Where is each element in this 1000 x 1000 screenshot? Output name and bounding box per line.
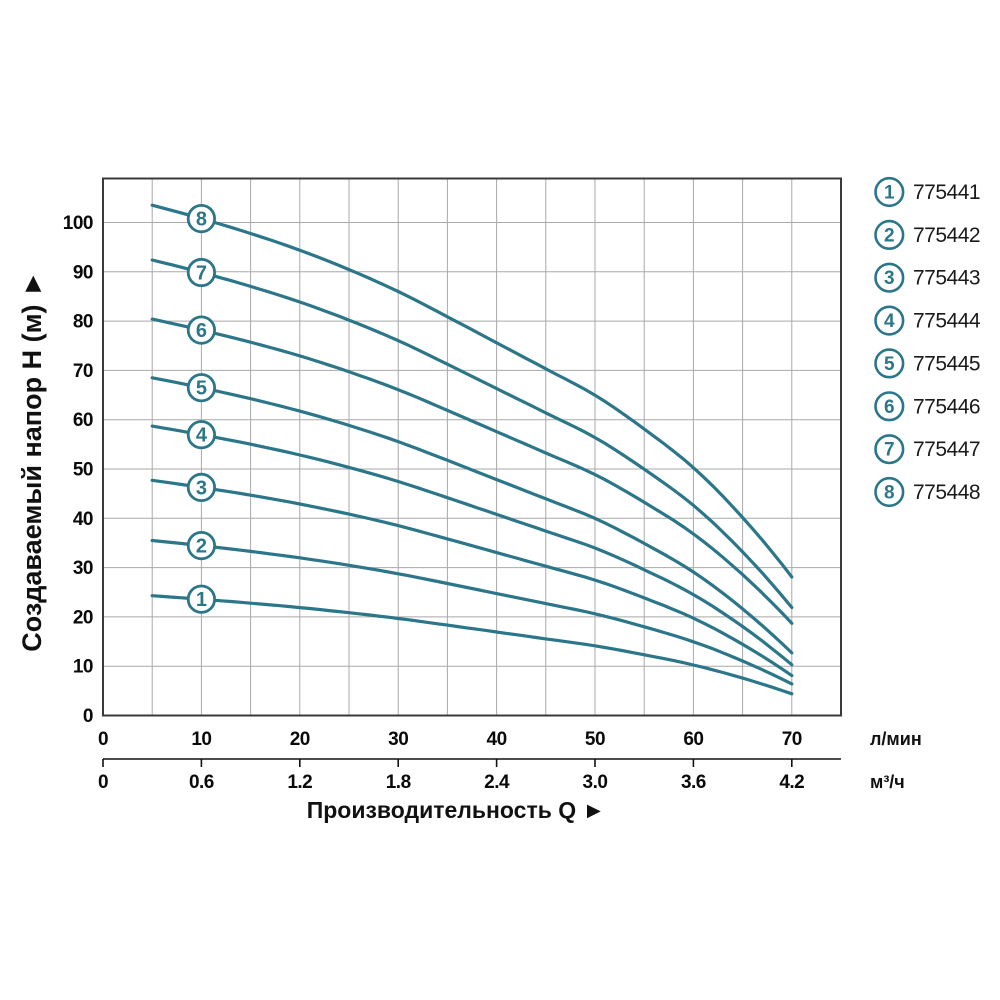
svg-text:3: 3 [196,477,207,499]
svg-text:6: 6 [884,397,895,418]
svg-text:60: 60 [683,729,703,750]
svg-text:30: 30 [388,729,408,750]
svg-text:0.6: 0.6 [189,772,214,793]
svg-text:7: 7 [884,440,895,461]
svg-text:4: 4 [196,425,208,447]
svg-text:20: 20 [290,729,310,750]
svg-text:м³/ч: м³/ч [870,772,905,792]
svg-text:4.2: 4.2 [779,772,804,793]
svg-text:100: 100 [63,213,93,234]
svg-text:3.0: 3.0 [583,772,608,793]
svg-text:90: 90 [73,262,93,283]
svg-text:775447: 775447 [913,438,980,461]
svg-text:Производительность Q ►: Производительность Q ► [307,797,606,823]
svg-text:Создаваемый напор H (м) ►: Создаваемый напор H (м) ► [17,270,47,652]
svg-text:60: 60 [73,410,93,431]
svg-text:10: 10 [73,657,93,678]
svg-text:2: 2 [884,225,895,246]
svg-text:1: 1 [196,589,207,611]
svg-text:775441: 775441 [913,181,980,204]
svg-text:70: 70 [73,361,93,382]
svg-text:775445: 775445 [913,352,980,375]
svg-text:775444: 775444 [913,310,981,333]
svg-text:1.8: 1.8 [386,772,411,793]
svg-text:3.6: 3.6 [681,772,706,793]
svg-text:775448: 775448 [913,481,980,504]
svg-text:0: 0 [98,729,108,750]
svg-text:7: 7 [196,263,207,285]
svg-text:0: 0 [98,772,108,793]
svg-text:775442: 775442 [913,224,980,247]
svg-text:2: 2 [196,536,207,558]
svg-text:50: 50 [73,460,93,481]
svg-text:0: 0 [83,706,93,727]
svg-text:70: 70 [782,729,802,750]
svg-text:л/мин: л/мин [870,729,922,749]
svg-text:8: 8 [196,209,207,231]
svg-text:1.2: 1.2 [287,772,312,793]
svg-text:40: 40 [487,729,507,750]
svg-text:4: 4 [884,311,895,332]
svg-text:40: 40 [73,509,93,530]
svg-text:775446: 775446 [913,395,980,418]
svg-text:5: 5 [196,378,207,400]
svg-text:10: 10 [191,729,211,750]
svg-text:20: 20 [73,607,93,628]
svg-text:1: 1 [884,183,895,204]
svg-text:80: 80 [73,312,93,333]
svg-text:8: 8 [884,483,895,504]
svg-text:2.4: 2.4 [484,772,510,793]
svg-text:30: 30 [73,558,93,579]
svg-text:50: 50 [585,729,605,750]
svg-text:5: 5 [884,354,895,375]
svg-text:775443: 775443 [913,267,980,290]
svg-text:3: 3 [884,268,895,289]
svg-text:6: 6 [196,320,207,342]
